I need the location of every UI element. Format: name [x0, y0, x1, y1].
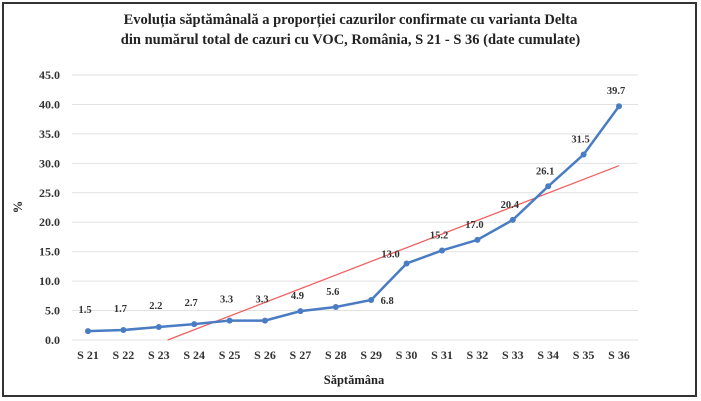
data-point [403, 260, 410, 267]
data-label: 39.7 [607, 86, 625, 97]
data-label: 6.8 [381, 296, 394, 307]
x-tick-label: S 28 [325, 348, 347, 362]
x-tick-label: S 27 [290, 348, 312, 362]
data-point [474, 236, 481, 243]
data-label: 17.0 [465, 220, 483, 231]
y-tick-label: 0.0 [45, 333, 60, 347]
x-tick-label: S 29 [360, 348, 382, 362]
data-point [580, 151, 587, 158]
y-tick-label: 15.0 [39, 245, 60, 259]
x-tick-label: S 31 [431, 348, 453, 362]
data-point [85, 328, 91, 335]
x-tick-label: S 25 [219, 348, 241, 362]
y-tick-label: 20.0 [39, 215, 60, 229]
data-point [226, 317, 233, 324]
x-tick-label: S 26 [254, 348, 276, 362]
data-label: 15.2 [430, 230, 448, 241]
y-tick-label: 30.0 [39, 156, 60, 170]
data-label: 2.7 [185, 298, 198, 309]
data-label: 5.6 [326, 287, 339, 298]
trendline [167, 165, 620, 341]
x-tick-label: S 32 [467, 348, 489, 362]
data-point [297, 308, 304, 315]
data-label: 31.5 [571, 135, 589, 146]
x-tick-label: S 23 [148, 348, 170, 362]
x-tick-label: S 21 [77, 348, 99, 362]
data-label: 20.4 [501, 200, 520, 211]
y-tick-label: 35.0 [39, 127, 60, 141]
data-label: 1.5 [78, 305, 91, 316]
data-point [262, 317, 268, 324]
chart-title-line1: Evoluția săptămânală a proporției cazuri… [123, 12, 578, 28]
y-tick-label: 25.0 [39, 186, 60, 200]
x-tick-label: S 22 [113, 348, 135, 362]
data-point [332, 304, 339, 311]
x-tick-label: S 34 [537, 348, 559, 362]
x-tick-label: S 30 [396, 348, 418, 362]
chart-title: Evoluția săptămânală a proporției cazuri… [0, 10, 701, 50]
data-label: 13.0 [381, 249, 399, 260]
x-tick-label: S 24 [183, 348, 205, 362]
y-tick-label: 5.0 [45, 304, 60, 318]
data-label: 4.9 [291, 291, 304, 302]
x-tick-label: S 35 [573, 348, 595, 362]
x-tick-label: S 36 [608, 348, 630, 362]
data-point [545, 183, 552, 190]
data-point [368, 296, 375, 303]
y-tick-label: 45.0 [39, 68, 60, 82]
data-point [509, 216, 516, 223]
data-label: 1.7 [114, 304, 127, 315]
data-point [191, 321, 198, 328]
x-axis-label: Săptămâna [324, 373, 385, 387]
y-tick-label: 10.0 [39, 274, 60, 288]
y-axis-label: % [11, 201, 25, 214]
data-point [120, 326, 127, 333]
x-tick-label: S 33 [502, 348, 524, 362]
data-point [616, 103, 622, 110]
data-label: 3.3 [255, 295, 268, 306]
series-line [87, 105, 621, 333]
data-label: 2.2 [149, 301, 162, 312]
chart-title-line2: din numărul total de cazuri cu VOC, Româ… [120, 32, 581, 48]
y-tick-label: 40.0 [39, 97, 60, 111]
data-label: 3.3 [220, 295, 233, 306]
data-point [439, 247, 445, 254]
data-label: 26.1 [536, 166, 554, 177]
data-point [155, 324, 162, 331]
